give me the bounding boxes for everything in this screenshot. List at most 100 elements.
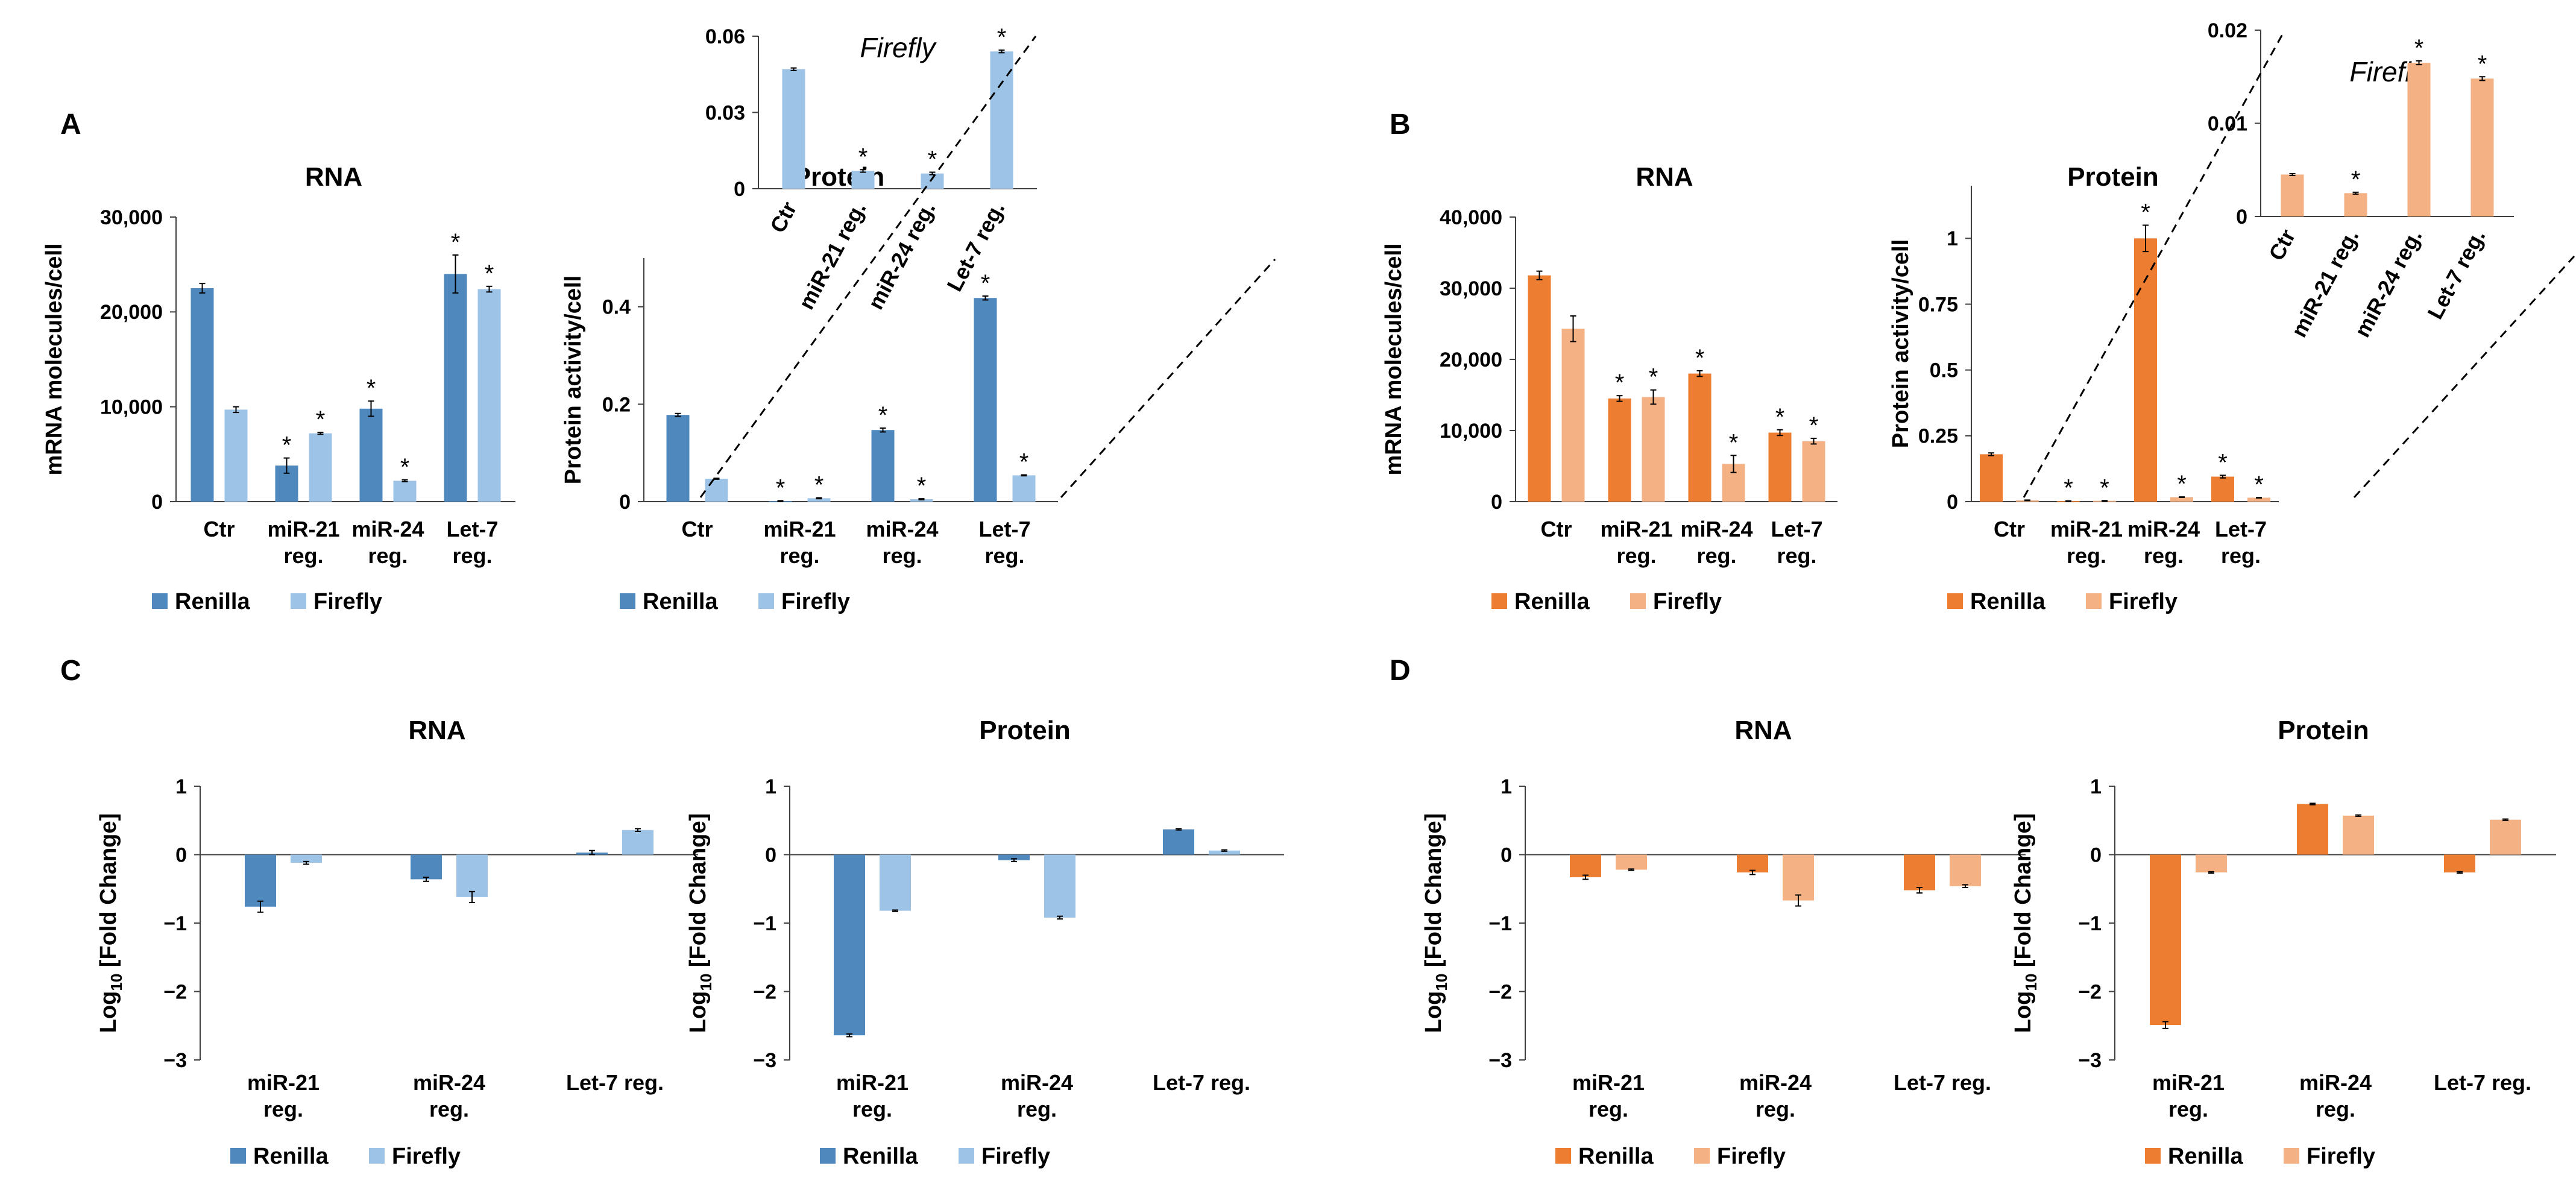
legend-label-renilla: Renilla [175,589,250,614]
legend-swatch-renilla [2145,1148,2161,1164]
bar-renilla [2150,854,2181,1026]
legend-swatch-renilla [1947,593,1963,609]
legend-label-firefly: Firefly [313,589,382,614]
significance-star: * [2478,51,2487,77]
y-axis-label: Log10 [Fold Change] [96,813,125,1033]
category-label: miR-21 reg. [1600,517,1672,568]
y-tick-label: 1 [1947,227,1958,250]
bar-renilla [1570,854,1601,877]
category-label: miR-24 reg. [413,1070,485,1121]
y-tick-label: −3 [2078,1049,2102,1072]
y-tick-label: 0.25 [1918,425,1958,448]
significance-star: * [2414,35,2424,61]
y-tick-label: 1 [765,775,776,798]
y-tick-label: 10,000 [1440,420,1502,443]
legend-label-firefly: Firefly [981,1144,1050,1169]
bar-firefly [2344,193,2367,216]
category-label: miR-24 reg. [2299,1070,2372,1121]
y-tick-label: 0 [175,843,187,866]
significance-star: * [1809,412,1819,439]
y-tick-label: 0 [734,178,745,201]
chart-D-rna: RNA 1 0 −1 −2 −3 Log10 [Fold Change] miR-21 reg.… [1421,716,2026,1169]
legend-label-firefly: Firefly [1653,589,1722,614]
legend-label-firefly: Firefly [2307,1144,2375,1169]
significance-star: * [1615,370,1625,396]
bar-firefly [782,69,805,189]
significance-star: * [981,270,990,297]
legend-label-renilla: Renilla [1578,1144,1654,1169]
legend-label-firefly: Firefly [781,589,850,614]
legend-label-renilla: Renilla [843,1144,918,1169]
chart-A-rna: RNA 0 10,000 20,000 30,000 mRNA molecules/cel… [42,162,515,614]
legend-swatch-renilla [230,1148,246,1164]
legend-swatch-firefly [758,593,774,609]
category-label: miR-21 reg. [836,1070,909,1121]
y-axis-label: Protein activity/cell [561,276,586,484]
significance-star: * [858,143,868,170]
category-label: miR-24 reg. [351,517,424,568]
significance-star: * [2141,200,2150,226]
category-label: Ctr [204,517,235,541]
significance-star: * [1649,364,1658,391]
bar-firefly [2281,174,2304,216]
bar-renilla [2444,854,2475,873]
legend-swatch-firefly [291,593,306,609]
bar-firefly [2247,497,2270,502]
y-tick-label: 1 [2090,775,2102,798]
bar-renilla [834,854,865,1036]
y-tick-label: 30,000 [1440,277,1502,300]
category-label: Let-7 reg. [978,517,1030,568]
chart-title: RNA [408,716,465,745]
inset-title: Firefly [860,32,937,63]
y-tick-label: −1 [1488,912,1512,935]
category-label: miR-21 reg. [2152,1070,2225,1121]
category-label: miR-21 reg. [763,517,836,568]
bar-firefly [2170,497,2193,502]
y-tick-label: 0.4 [602,296,631,319]
y-tick-label: 1 [175,775,187,798]
legend-label-firefly: Firefly [2109,589,2178,614]
category-label: miR-21 reg. [2050,517,2123,568]
y-tick-label: −3 [753,1049,776,1072]
y-tick-label: −2 [2078,980,2102,1003]
chart-legend: Renilla Firefly [1555,1144,1786,1169]
significance-star: * [814,472,824,499]
bar-firefly [2490,819,2521,855]
category-label: Ctr [682,517,713,541]
bar-renilla [1904,854,1935,891]
chart-legend: Renilla Firefly [620,589,850,614]
y-tick-label: 0 [765,843,776,866]
y-tick-label: −1 [163,912,187,935]
y-tick-label: 0 [2090,843,2102,866]
bar-firefly [1012,475,1036,502]
y-tick-label: 0 [1947,491,1958,514]
y-tick-label: −3 [1488,1049,1512,1072]
category-label: miR-24 reg. [2127,517,2200,568]
category-label: miR-21 reg. [267,517,339,568]
bar-renilla [245,854,276,907]
bar-firefly [807,498,831,502]
significance-star: * [400,454,410,481]
y-tick-label: −1 [753,912,776,935]
chart-B-protein: Protein 0 0.25 0.5 0.75 1 Protein activity/cel… [1888,162,2279,614]
category-label: miR-24 reg. [866,517,938,568]
bar-firefly [224,409,248,502]
legend-label-renilla: Renilla [1970,589,2045,614]
significance-star: * [878,402,888,429]
bar-renilla [411,854,442,880]
y-tick-label: −2 [1488,980,1512,1003]
bar-renilla [1737,854,1768,873]
bar-renilla [359,408,383,502]
bar-firefly [1616,854,1647,870]
y-tick-label: 20,000 [1440,348,1502,371]
y-tick-label: −2 [753,980,776,1003]
significance-star: * [776,475,786,501]
significance-star: * [2218,449,2228,476]
legend-label-renilla: Renilla [1514,589,1590,614]
chart-title: RNA [1636,162,1693,192]
y-tick-label: 0.01 [2208,112,2247,135]
bar-firefly [309,433,332,502]
category-label: Ctr [1994,517,2025,541]
